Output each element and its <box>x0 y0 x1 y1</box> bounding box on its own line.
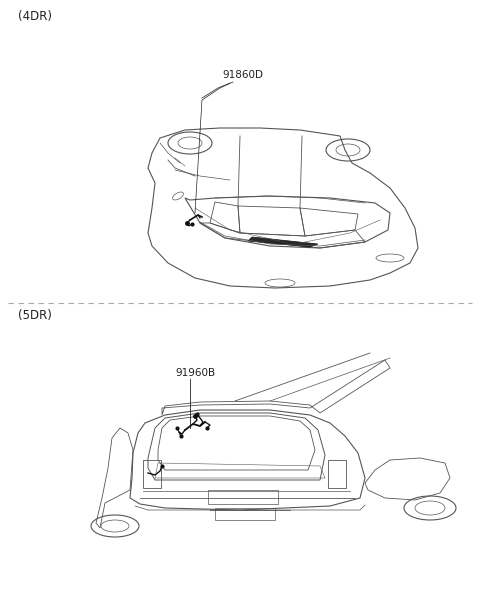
Bar <box>328 460 346 488</box>
Text: 91860D: 91860D <box>222 70 263 80</box>
Polygon shape <box>248 237 318 247</box>
Text: 91960B: 91960B <box>175 368 215 378</box>
Bar <box>208 490 278 504</box>
Text: (5DR): (5DR) <box>18 309 52 322</box>
Bar <box>143 460 161 488</box>
Bar <box>215 508 275 520</box>
Text: (4DR): (4DR) <box>18 10 52 23</box>
